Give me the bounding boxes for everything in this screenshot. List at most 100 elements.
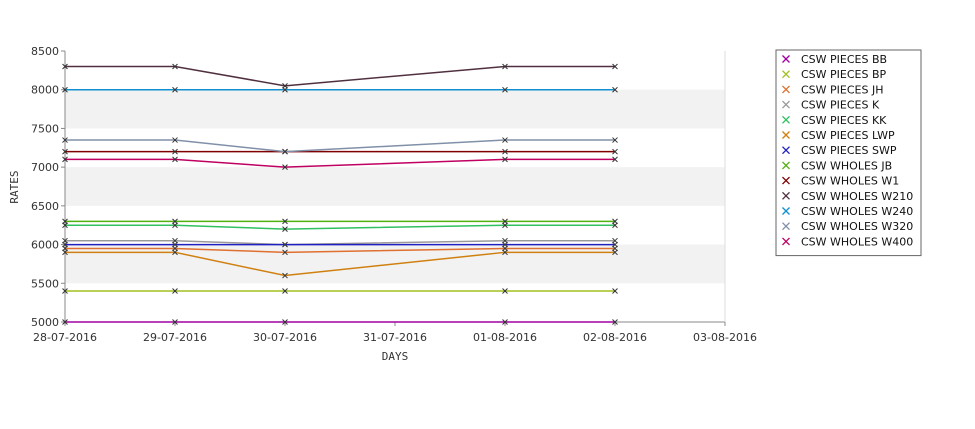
point-marker: [62, 148, 68, 155]
series-csw-pieces-lwp: [62, 249, 618, 279]
data-point: [502, 319, 508, 325]
series-csw-wholes-w210: [62, 63, 618, 89]
point-marker: [282, 164, 288, 170]
series-csw-pieces-bp: [62, 288, 618, 294]
legend-item: CSW PIECES BB: [782, 53, 887, 66]
legend-label: CSW PIECES K: [801, 99, 880, 112]
legend-label: CSW WHOLES W240: [801, 205, 913, 218]
point-marker: [612, 86, 618, 93]
series-csw-pieces-bb: [62, 319, 618, 325]
data-point: [282, 218, 288, 225]
data-point: [172, 319, 178, 325]
data-point: [612, 249, 618, 256]
y-axis-title: RATES: [8, 170, 21, 203]
point-marker: [282, 226, 288, 232]
point-marker: [612, 137, 618, 143]
point-marker: [612, 218, 618, 225]
point-marker: [172, 319, 178, 325]
legend-item: CSW WHOLES W210: [782, 190, 913, 203]
point-marker: [172, 63, 178, 70]
data-point: [62, 156, 68, 163]
data-point: [502, 241, 508, 248]
series-csw-wholes-jb: [62, 218, 618, 225]
point-marker: [502, 241, 508, 248]
point-marker: [62, 218, 68, 225]
x-tick-label: 29-07-2016: [143, 331, 207, 344]
legend-marker: [782, 161, 790, 170]
grid-band: [65, 89, 725, 129]
legend-marker: [782, 207, 790, 215]
data-point: [612, 148, 618, 155]
x-tick-label: 28-07-2016: [33, 331, 97, 344]
point-marker: [502, 137, 508, 143]
point-marker: [62, 86, 68, 93]
point-marker: [612, 249, 618, 256]
point-marker: [282, 241, 288, 248]
point-marker: [502, 63, 508, 70]
point-marker: [502, 156, 508, 163]
data-point: [502, 86, 508, 93]
data-point: [62, 137, 68, 143]
data-point: [172, 156, 178, 163]
data-point: [502, 137, 508, 143]
point-marker: [282, 319, 288, 325]
series-csw-pieces-swp: [62, 241, 618, 248]
y-tick-label: 6000: [31, 239, 59, 252]
point-marker: [172, 249, 178, 256]
series-csw-wholes-w240: [62, 86, 618, 93]
series-layer: [62, 63, 618, 325]
legend-marker: [782, 55, 790, 63]
data-point: [282, 86, 288, 93]
series-csw-wholes-w1: [62, 148, 618, 155]
data-point: [502, 218, 508, 225]
point-marker: [282, 288, 288, 294]
point-marker: [172, 86, 178, 93]
point-marker: [282, 218, 288, 225]
legend-label: CSW PIECES BB: [801, 53, 887, 66]
series-csw-wholes-w400: [62, 156, 618, 170]
legend-label: CSW PIECES LWP: [801, 129, 895, 142]
data-point: [612, 156, 618, 163]
data-point: [62, 241, 68, 248]
point-marker: [612, 288, 618, 294]
series-line: [65, 65, 615, 87]
legend-label: CSW WHOLES JB: [801, 159, 892, 172]
legend-label: CSW PIECES SWP: [801, 144, 897, 157]
legend-item: CSW PIECES KK: [782, 114, 887, 127]
point-marker: [282, 86, 288, 93]
point-marker: [62, 288, 68, 294]
y-tick-label: 7500: [31, 122, 59, 135]
legend-label: CSW PIECES JH: [801, 83, 884, 96]
data-point: [282, 164, 288, 170]
legend-label: CSW PIECES KK: [801, 114, 887, 127]
y-tick-label: 5000: [31, 316, 59, 329]
y-tick-label: 8000: [31, 84, 59, 97]
data-point: [62, 249, 68, 256]
legend-item: CSW WHOLES W320: [782, 220, 913, 233]
data-point: [172, 137, 178, 143]
legend-label: CSW PIECES BP: [801, 68, 887, 81]
data-point: [282, 241, 288, 248]
data-point: [612, 86, 618, 93]
data-point: [282, 226, 288, 232]
legend-item: CSW PIECES SWP: [782, 144, 897, 157]
y-axis: 5000 5500 6000 6500 7000 7500 8000 8500: [31, 45, 65, 329]
legend-item: CSW WHOLES W240: [782, 205, 913, 218]
legend-item: CSW PIECES BP: [782, 68, 887, 81]
legend-item: CSW WHOLES JB: [782, 159, 892, 172]
data-point: [282, 249, 288, 256]
data-point: [282, 272, 288, 279]
point-marker: [612, 63, 618, 70]
data-point: [172, 241, 178, 248]
data-point: [612, 63, 618, 70]
point-marker: [612, 241, 618, 248]
data-point: [502, 249, 508, 256]
data-point: [62, 86, 68, 93]
data-point: [502, 63, 508, 70]
data-point: [502, 148, 508, 155]
x-tick-label: 03-08-2016: [693, 331, 757, 344]
data-point: [282, 319, 288, 325]
point-marker: [172, 156, 178, 163]
legend-marker: [782, 100, 790, 109]
